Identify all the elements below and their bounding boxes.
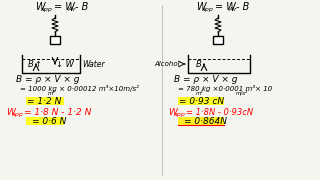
Text: B = ρ × V × g: B = ρ × V × g <box>16 75 79 84</box>
Bar <box>26 97 64 105</box>
Text: Alcohol: Alcohol <box>154 61 180 67</box>
Text: app: app <box>12 111 24 116</box>
Bar <box>26 117 64 125</box>
Text: = 0·864N: = 0·864N <box>184 116 227 125</box>
Bar <box>213 36 223 44</box>
Text: Air: Air <box>228 6 236 12</box>
Bar <box>178 97 224 105</box>
Bar <box>50 36 60 44</box>
Text: - B: - B <box>75 2 88 12</box>
Text: = W: = W <box>215 2 236 12</box>
Text: = 1·8 N - 1·2 N: = 1·8 N - 1·2 N <box>24 107 92 116</box>
Text: = 1000 kg × 0·00012 m³×10m/s²: = 1000 kg × 0·00012 m³×10m/s² <box>20 84 139 91</box>
Text: - B: - B <box>236 2 249 12</box>
Text: app: app <box>41 6 53 12</box>
Text: Water: Water <box>82 60 105 69</box>
Text: = 780 kg ×0·0001 m³× 10: = 780 kg ×0·0001 m³× 10 <box>178 84 272 91</box>
Text: = 0·6 N: = 0·6 N <box>32 116 66 125</box>
Text: = 1·8N - 0·93cN: = 1·8N - 0·93cN <box>186 107 253 116</box>
Text: app: app <box>174 111 186 116</box>
Text: m/s²: m/s² <box>236 90 248 96</box>
Text: app: app <box>202 6 214 12</box>
Text: W: W <box>168 107 177 116</box>
Text: = 1·2 N: = 1·2 N <box>27 96 61 105</box>
Text: m³: m³ <box>48 91 56 96</box>
Text: W: W <box>35 2 44 12</box>
Bar <box>178 117 224 125</box>
Text: = W: = W <box>54 2 75 12</box>
Text: B: B <box>196 60 202 69</box>
Text: B = ρ × V × g: B = ρ × V × g <box>174 75 237 84</box>
Text: ↑: ↑ <box>34 60 41 69</box>
Text: W: W <box>196 2 206 12</box>
Text: W: W <box>6 107 15 116</box>
Text: = 0·93 cN: = 0·93 cN <box>179 96 224 105</box>
Text: Air: Air <box>67 6 76 12</box>
Text: m³: m³ <box>196 91 204 96</box>
Text: ↓ W: ↓ W <box>56 60 74 69</box>
Text: B: B <box>28 60 34 69</box>
